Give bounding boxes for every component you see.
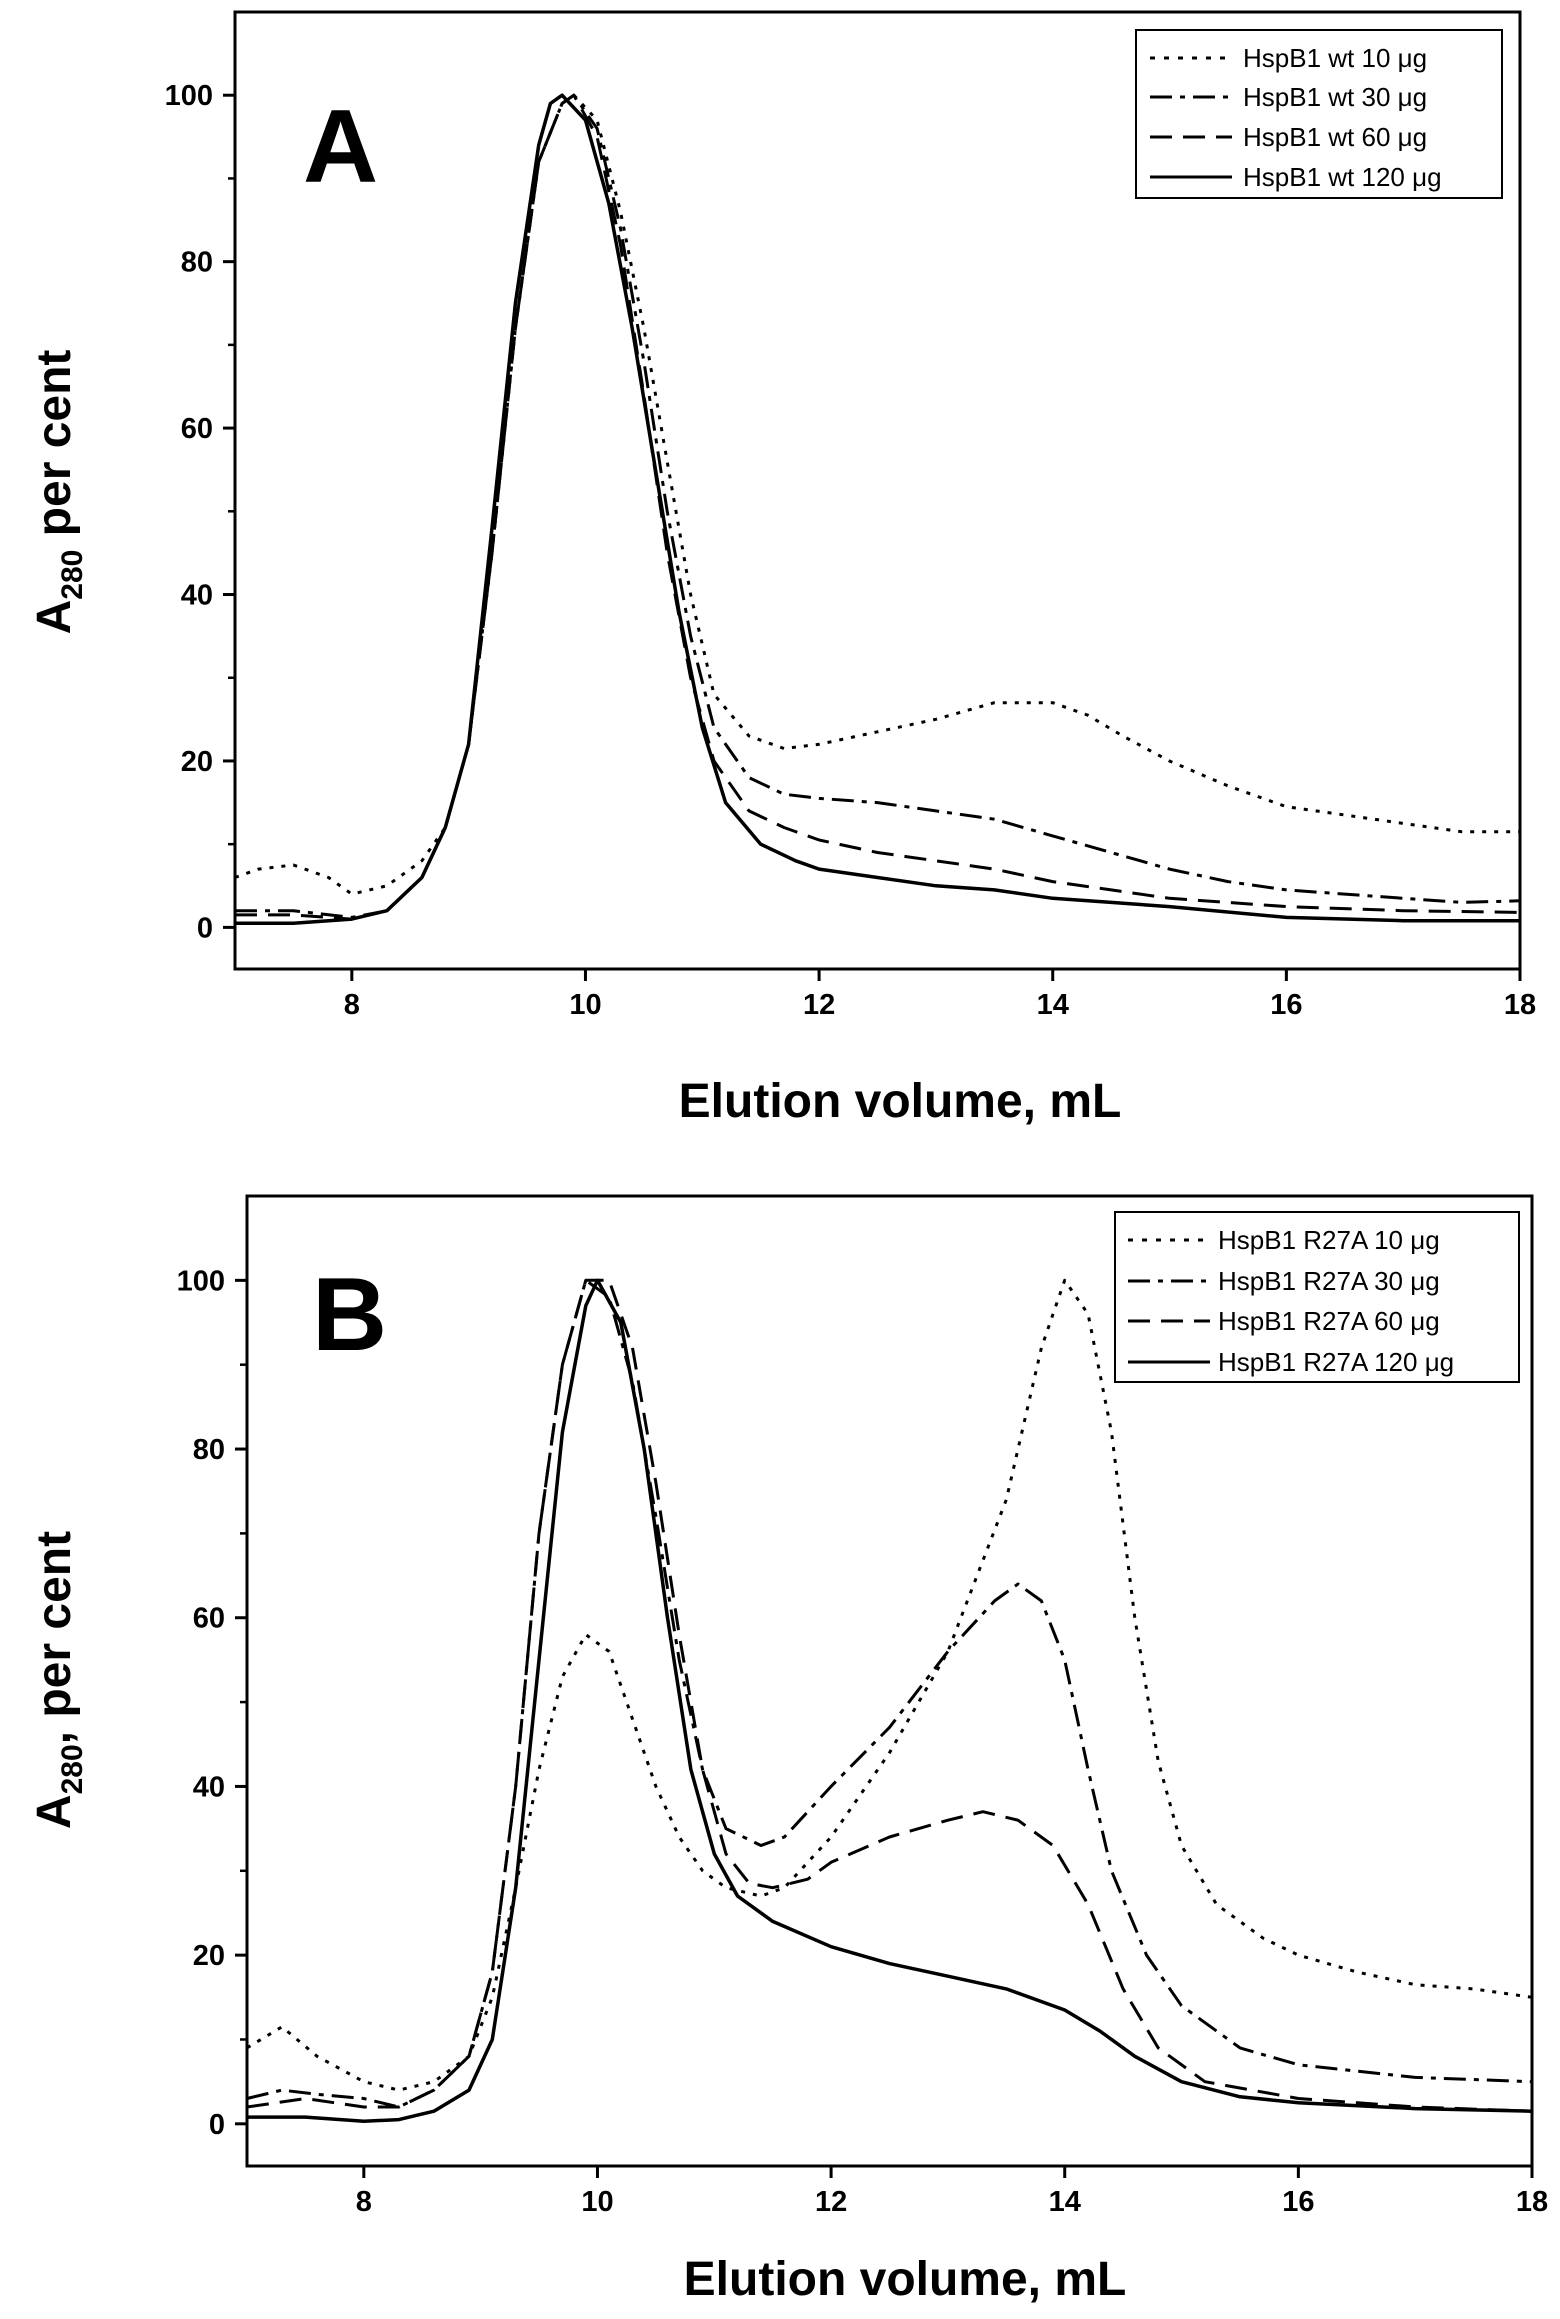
panel-b-y-tick-label-0: 0 xyxy=(209,2109,225,2141)
panel-b-y-axis-title: A280, per cent xyxy=(28,1531,89,1829)
panel-b-legend: HspB1 R27A 10 μg HspB1 R27A 30 μg HspB1 … xyxy=(1114,1211,1520,1383)
panel-a-y-axis-title-suffix: per cent xyxy=(28,350,81,550)
panel-a-legend-label-2: HspB1 wt 60 μg xyxy=(1243,122,1427,152)
panel-a-y-axis-title: A280 per cent xyxy=(28,350,89,635)
panel-a-x-tick-label-16: 16 xyxy=(1270,989,1302,1021)
panel-b-series xyxy=(246,1278,1533,2124)
panel-a-legend-label-1: HspB1 wt 30 μg xyxy=(1243,82,1427,112)
panel-b-legend-label-2: HspB1 R27A 60 μg xyxy=(1218,1306,1440,1336)
panel-a-legend-label-0: HspB1 wt 10 μg xyxy=(1243,43,1427,73)
panel-a: 8 10 12 14 16 18 0 20 40 60 80 100 A HspB1 wt 10 μg… xyxy=(28,10,1537,1128)
panel-b-series-line-0 xyxy=(246,1278,1533,2092)
panel-b-x-tick-label-18: 18 xyxy=(1516,2186,1548,2218)
panel-b-legend-box xyxy=(1114,1211,1520,1383)
panel-a-y-tick-label-40: 40 xyxy=(181,580,213,612)
panel-a-x-axis-title: Elution volume, mL xyxy=(679,1075,1122,1128)
panel-b-ticks: 8 10 12 14 16 18 0 20 40 60 80 100 xyxy=(177,1265,1549,2218)
panel-a-legend-label-3: HspB1 wt 120 μg xyxy=(1243,162,1442,192)
panel-b-legend-label-0: HspB1 R27A 10 μg xyxy=(1218,1225,1440,1255)
panel-a-y-axis-title-sub: 280 xyxy=(56,550,89,600)
panel-b-series-line-2 xyxy=(246,1278,1533,2113)
panel-a-legend: HspB1 wt 10 μg HspB1 wt 30 μg HspB1 wt 6… xyxy=(1135,29,1503,199)
panel-a-x-tick-label-18: 18 xyxy=(1504,989,1536,1021)
panel-a-y-tick-label-80: 80 xyxy=(181,247,213,279)
panel-b-series-line-3 xyxy=(247,1278,1533,2124)
panel-b-y-tick-label-60: 60 xyxy=(193,1603,225,1635)
panel-a-y-axis-title-main: A xyxy=(28,600,81,635)
panel-a-y-tick-label-0: 0 xyxy=(197,912,213,944)
panel-a-x-tick-label-14: 14 xyxy=(1037,989,1069,1021)
panel-b: 8 10 12 14 16 18 0 20 40 60 80 100 B HspB1 R27A 10 … xyxy=(28,1194,1549,2306)
panel-a-y-tick-label-20: 20 xyxy=(181,746,213,778)
panel-a-y-tick-label-100: 100 xyxy=(165,80,213,112)
panel-b-y-tick-label-80: 80 xyxy=(193,1434,225,1466)
panel-b-series-line-1 xyxy=(246,1278,1533,2109)
panel-a-series-line-3 xyxy=(235,93,1520,925)
panel-b-plot-frame xyxy=(245,1194,1534,2168)
panel-a-ticks: 8 10 12 14 16 18 0 20 40 60 80 100 xyxy=(165,80,1537,1021)
panel-a-y-tick-label-60: 60 xyxy=(181,413,213,445)
panel-b-y-axis-title-suffix: , per cent xyxy=(28,1531,81,1744)
panel-b-y-tick-label-100: 100 xyxy=(177,1265,225,1297)
panel-a-series-line-1 xyxy=(235,93,1521,919)
panel-b-y-tick-label-40: 40 xyxy=(193,1771,225,1803)
panel-a-x-tick-label-8: 8 xyxy=(344,989,360,1021)
panel-a-series-line-0 xyxy=(234,93,1520,896)
panel-a-plot-frame xyxy=(233,10,1522,971)
panel-a-label: A xyxy=(303,89,378,205)
panel-b-y-tick-label-20: 20 xyxy=(193,1940,225,1972)
panel-b-label: B xyxy=(312,1257,387,1373)
panel-b-legend-label-1: HspB1 R27A 30 μg xyxy=(1218,1266,1440,1296)
panel-a-x-tick-label-12: 12 xyxy=(803,989,835,1021)
panel-a-series xyxy=(234,93,1521,925)
panel-b-x-tick-label-12: 12 xyxy=(815,2186,847,2218)
panel-b-x-tick-label-16: 16 xyxy=(1282,2186,1314,2218)
panel-a-series-line-2 xyxy=(235,93,1521,921)
panel-b-x-tick-label-8: 8 xyxy=(356,2186,372,2218)
panel-b-y-axis-title-main: A xyxy=(28,1794,81,1829)
panel-b-x-tick-label-14: 14 xyxy=(1049,2186,1081,2218)
panel-b-legend-label-3: HspB1 R27A 120 μg xyxy=(1218,1347,1454,1377)
panel-b-x-tick-label-10: 10 xyxy=(581,2186,613,2218)
panel-b-x-axis-title: Elution volume, mL xyxy=(684,2253,1127,2306)
panel-a-x-tick-label-10: 10 xyxy=(569,989,601,1021)
panel-b-y-axis-title-sub: 280 xyxy=(56,1744,89,1794)
